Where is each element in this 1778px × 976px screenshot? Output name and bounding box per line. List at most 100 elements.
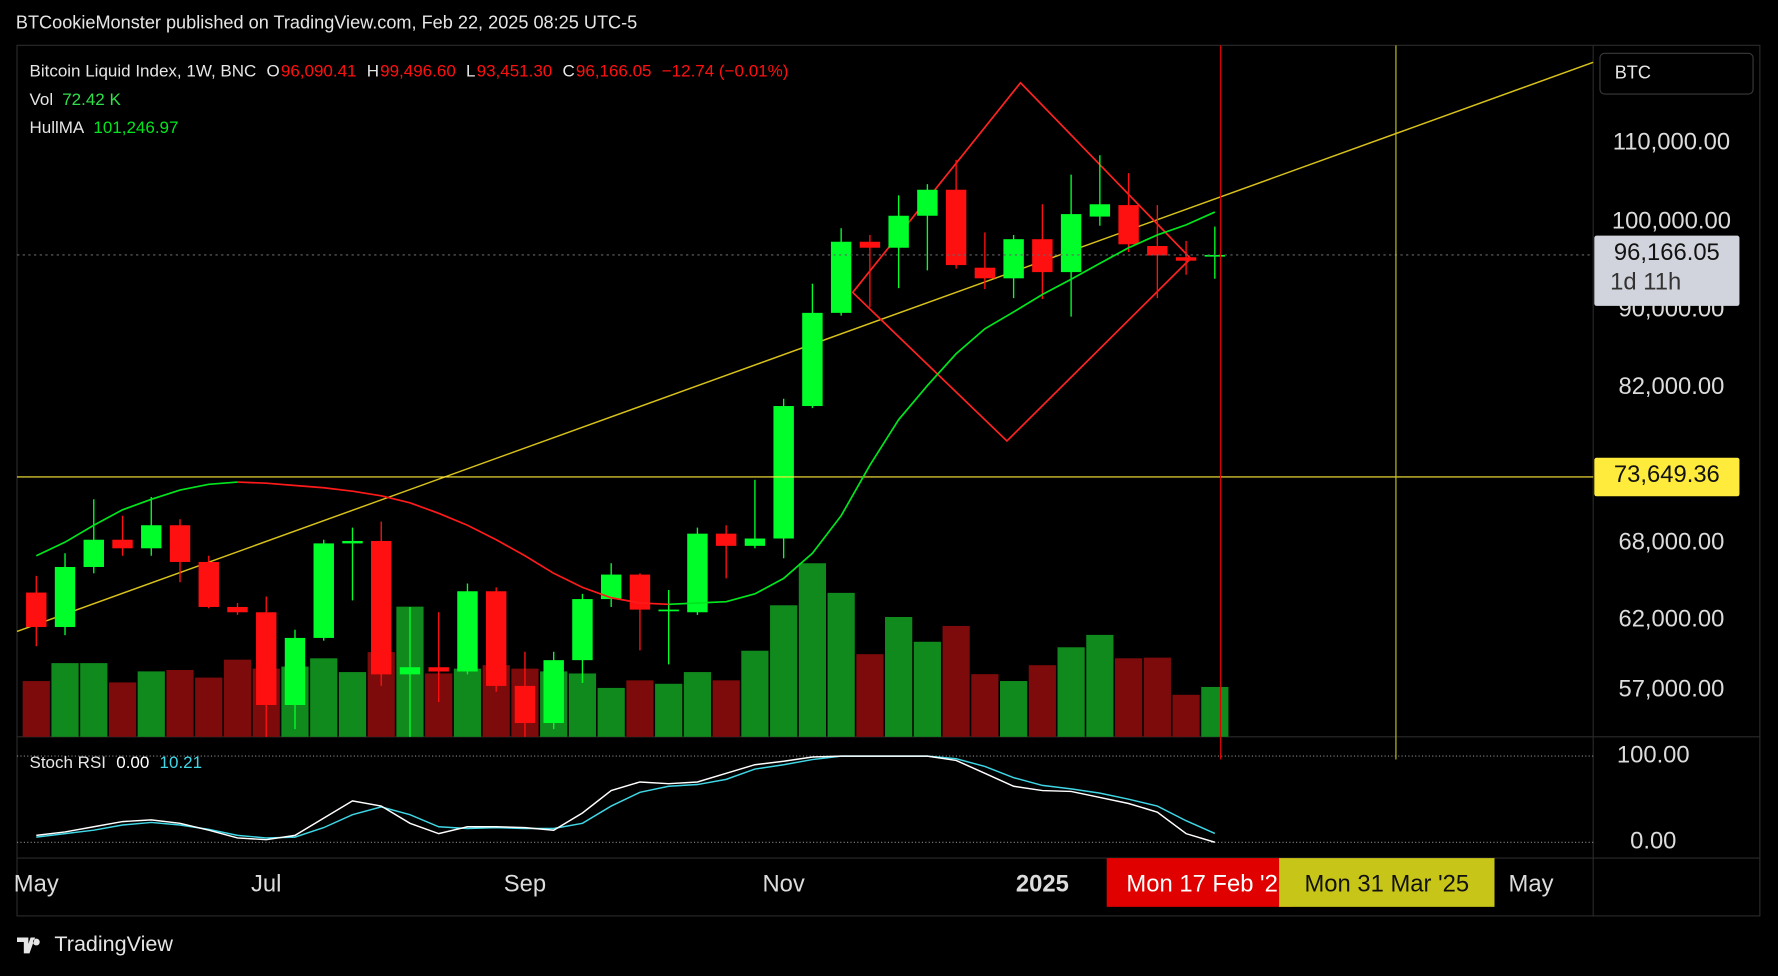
legend-letter: L <box>466 62 475 81</box>
y-tick-label: 82,000.00 <box>1618 373 1724 400</box>
candle-body <box>572 599 593 661</box>
legend-value: 99,496.60 <box>380 62 456 81</box>
axis-layer: 110,000.00100,000.0090,000.0082,000.0068… <box>14 62 1740 907</box>
volume-bar <box>798 563 827 737</box>
candle-body <box>486 591 507 686</box>
volume-bar <box>1028 665 1056 737</box>
date-marker-box <box>1106 858 1293 907</box>
volume-bar <box>166 670 194 737</box>
legend-letter: C <box>562 62 574 81</box>
volume-bar <box>1000 681 1028 737</box>
candle-body <box>198 561 219 607</box>
logo-text: TradingView <box>54 932 173 956</box>
x-tick-label: Nov <box>762 871 804 898</box>
candle-body <box>313 543 334 638</box>
candle-body <box>514 685 536 724</box>
candle-body <box>1147 246 1168 256</box>
candle-body <box>54 566 76 628</box>
y-tick-label: 0.00 <box>1630 828 1676 855</box>
candle-body <box>687 533 708 613</box>
volume-bar <box>338 672 367 737</box>
y-tick-label: 100.00 <box>1617 741 1690 768</box>
date-marker-box <box>1279 858 1495 907</box>
volume-bar <box>568 673 597 737</box>
candle-body <box>1118 205 1139 245</box>
symbol-label[interactable]: BTC <box>1615 62 1651 82</box>
legend-line: Vol 72.42 K <box>29 90 121 109</box>
volume-bar <box>856 654 884 737</box>
volume-bar <box>770 605 798 737</box>
candle-body <box>112 539 133 549</box>
candle-body <box>428 667 449 672</box>
candle-body <box>1204 254 1226 257</box>
legend-value: 96,090.41 <box>281 62 357 81</box>
candle-body <box>744 538 766 546</box>
candle-body <box>773 406 794 539</box>
price-label-box <box>1594 457 1740 497</box>
candle-body <box>169 525 191 562</box>
legend-line: Bitcoin Liquid Index, 1W, BNC O96,090.41 H… <box>29 62 788 81</box>
x-tick-label: May <box>1509 871 1554 898</box>
legend-value: 101,246.97 <box>93 119 178 138</box>
countdown-label: 1d 11h <box>1610 269 1681 296</box>
volume-bar <box>683 672 712 737</box>
volume-bar <box>1114 658 1143 737</box>
candle-body <box>371 540 392 675</box>
legend-value: 10.21 <box>160 754 203 773</box>
symbol-box[interactable] <box>1599 52 1754 95</box>
y-tick-label: 110,000.00 <box>1613 128 1730 155</box>
hull-line <box>35 481 238 557</box>
legend-change: −12.74 (−0.01%) <box>662 62 789 81</box>
volume-bar <box>655 683 683 737</box>
volume-bar <box>310 658 338 737</box>
volume-bar <box>626 680 654 737</box>
legend-name: Stoch RSI <box>29 754 106 773</box>
volume-bar <box>1143 657 1171 737</box>
stoch-line <box>36 755 1216 839</box>
candle-body <box>802 312 823 407</box>
volume-bar <box>1201 686 1229 737</box>
legend-value: 0.00 <box>116 754 149 773</box>
legend-name: HullMA <box>29 119 84 138</box>
volume-bar <box>22 681 50 737</box>
candle-body <box>830 241 852 313</box>
candle-body <box>1060 214 1082 273</box>
candle-body <box>1003 239 1024 279</box>
y-tick-label: 100,000.00 <box>1612 208 1731 235</box>
volume-bar <box>913 641 941 737</box>
candle-body <box>974 267 996 279</box>
x-tick-label: May <box>14 871 59 898</box>
candle-body <box>342 540 363 544</box>
volume-bar <box>223 659 252 737</box>
candle-body <box>1032 239 1053 273</box>
legend-title: Bitcoin Liquid Index, 1W, BNC <box>29 62 256 81</box>
logo: TradingView <box>17 932 173 956</box>
header-title: BTCookieMonster published on TradingView… <box>16 13 637 33</box>
volume-bar <box>80 663 108 737</box>
candle-body <box>457 591 478 672</box>
candle-body <box>141 525 162 549</box>
legend-value: 93,451.30 <box>477 62 553 81</box>
volume-bar <box>1057 647 1085 737</box>
candle-body <box>859 241 881 248</box>
candle-body <box>658 609 679 612</box>
legend-line: HullMA 101,246.97 <box>29 119 178 138</box>
candle-body <box>284 637 306 706</box>
price-label: 73,649.36 <box>1614 461 1720 488</box>
volume-bar <box>885 616 913 737</box>
candle-body <box>1175 257 1197 261</box>
candle-body <box>399 667 421 675</box>
chart-frame <box>16 44 1761 917</box>
candle-body <box>26 592 47 628</box>
candle-body <box>1089 204 1111 217</box>
volume-bar <box>827 592 855 737</box>
volume-bar <box>971 674 999 737</box>
candle-body <box>256 612 277 706</box>
volume-bar <box>597 687 625 737</box>
price-label: 96,166.05 <box>1614 239 1720 266</box>
legend-name: Vol <box>29 90 53 109</box>
volume-bar <box>1172 694 1200 737</box>
volume-bar <box>51 663 79 737</box>
